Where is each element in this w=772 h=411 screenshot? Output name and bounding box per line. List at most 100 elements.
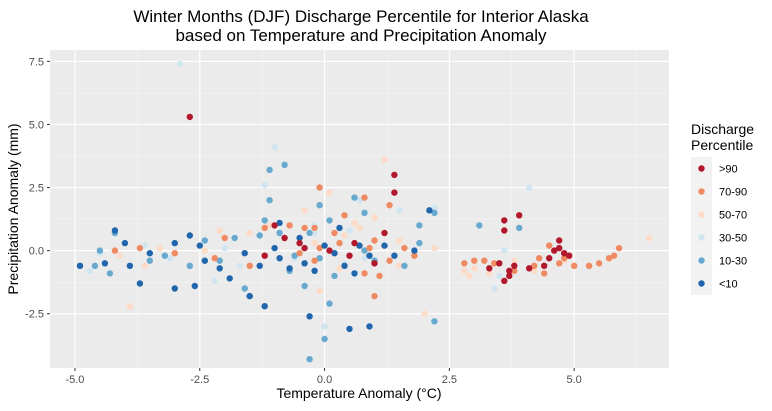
data-point (316, 184, 323, 191)
data-point (471, 265, 478, 272)
data-point (316, 202, 323, 209)
data-point (86, 267, 94, 274)
data-point (321, 323, 328, 330)
data-point (96, 247, 104, 254)
data-point (546, 255, 553, 262)
data-point (191, 282, 198, 290)
data-point (201, 237, 208, 244)
data-point (301, 207, 308, 214)
data-point (331, 250, 338, 257)
legend-label: 70-90 (719, 187, 747, 199)
data-point (516, 224, 523, 232)
data-point (341, 212, 348, 219)
data-point (511, 257, 518, 264)
data-point (186, 232, 193, 239)
data-point (551, 247, 558, 254)
data-point (311, 257, 318, 264)
data-point (201, 247, 208, 254)
data-point (296, 250, 303, 257)
data-point (286, 265, 293, 272)
data-point (291, 252, 298, 259)
y-axis-ticks: -2.5 0.0 2.5 5.0 7.5 (25, 56, 50, 321)
data-point (371, 214, 378, 221)
data-point (311, 229, 318, 237)
legend-title-line-2: Percentile (691, 137, 753, 153)
data-point (326, 247, 333, 254)
data-point (501, 227, 508, 234)
data-point (261, 217, 268, 224)
data-point (381, 242, 388, 249)
data-point (241, 250, 248, 257)
data-point (271, 144, 278, 151)
data-point (501, 217, 508, 224)
legend-swatch (698, 188, 705, 195)
data-point (306, 356, 313, 363)
data-point (346, 325, 353, 333)
data-point (491, 260, 498, 267)
data-point (366, 323, 373, 330)
data-point (431, 318, 438, 325)
data-point (91, 262, 99, 269)
data-point (141, 262, 148, 269)
data-point (506, 267, 513, 274)
data-point (556, 237, 563, 244)
data-point (396, 207, 403, 214)
data-point (266, 166, 273, 174)
data-point (281, 234, 288, 242)
data-point (321, 242, 328, 249)
data-point (246, 262, 253, 269)
data-point (346, 227, 353, 234)
data-point (351, 239, 358, 247)
data-point (271, 244, 278, 252)
legend-label: 50-70 (719, 210, 747, 222)
data-point (381, 229, 388, 237)
data-point (361, 270, 368, 277)
data-point (216, 227, 223, 234)
data-point (276, 255, 283, 262)
data-point (501, 247, 508, 254)
legend-swatch (698, 257, 705, 264)
data-point (211, 255, 218, 262)
data-point (356, 197, 363, 204)
x-tick-label: -2.5 (190, 374, 209, 386)
data-point (121, 239, 129, 247)
data-point (526, 265, 533, 272)
data-point (306, 229, 313, 237)
data-point (486, 265, 493, 272)
data-point (595, 260, 603, 267)
data-point (326, 300, 333, 307)
data-point (351, 270, 358, 277)
data-point (316, 255, 323, 262)
data-point (366, 252, 373, 259)
data-point (161, 252, 168, 259)
data-point (186, 113, 193, 121)
data-point (356, 242, 363, 249)
data-point (311, 239, 318, 247)
data-point (466, 272, 473, 280)
data-point (391, 171, 398, 179)
legend-label: >90 (719, 164, 738, 176)
data-point (401, 262, 408, 269)
legend-items: >90 70-90 50-70 30-50 10-30 <10 (691, 157, 747, 295)
data-point (231, 234, 238, 242)
legend-swatch (698, 280, 705, 287)
data-point (216, 265, 223, 272)
data-points (76, 60, 653, 363)
data-point (461, 267, 468, 274)
data-point (261, 224, 268, 232)
data-point (266, 197, 273, 204)
data-point (331, 272, 338, 280)
data-point (386, 202, 393, 209)
data-point (136, 244, 144, 252)
x-tick-label: 5.0 (567, 374, 582, 386)
data-point (351, 194, 358, 201)
data-point (416, 239, 423, 247)
data-point (296, 239, 303, 247)
data-point (186, 262, 193, 269)
data-point (361, 247, 368, 254)
data-point (496, 272, 503, 280)
data-point (411, 252, 418, 259)
data-point (566, 252, 573, 259)
data-point (381, 156, 388, 163)
